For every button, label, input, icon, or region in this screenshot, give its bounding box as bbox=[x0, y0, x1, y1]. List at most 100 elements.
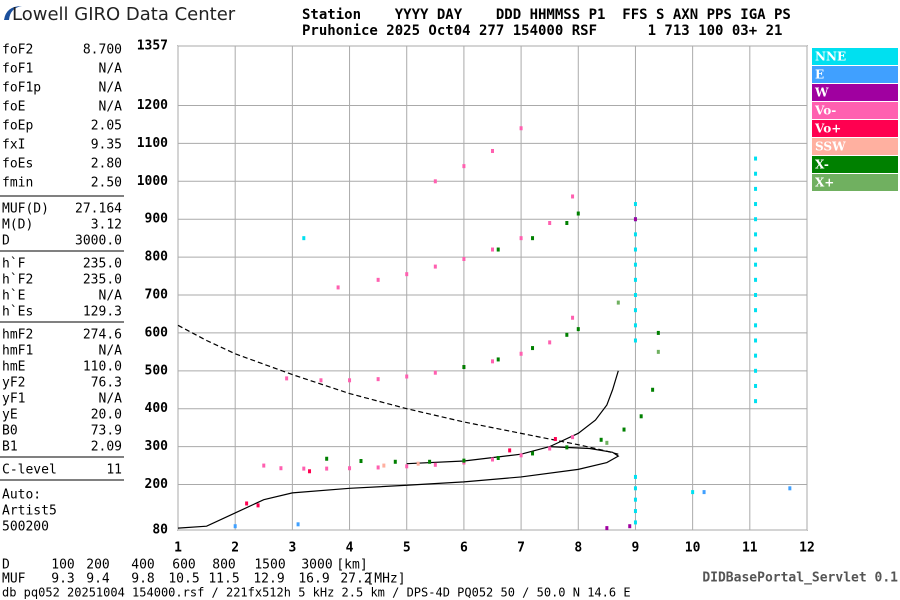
echo-point bbox=[633, 474, 637, 479]
echo-point bbox=[416, 461, 420, 466]
distance-value: 600 bbox=[172, 558, 195, 573]
echo-point bbox=[633, 217, 637, 222]
y-tick-label: 500 bbox=[145, 363, 169, 378]
y-tick-label: 80 bbox=[152, 523, 168, 538]
echo-point bbox=[754, 353, 758, 358]
echo-point bbox=[405, 464, 409, 469]
autoscaling-text: Artist5 bbox=[2, 504, 57, 519]
legend-swatch bbox=[812, 84, 898, 101]
param-name: B1 bbox=[2, 440, 18, 455]
echo-point bbox=[433, 370, 437, 375]
echo-point bbox=[702, 490, 706, 495]
echo-point bbox=[348, 466, 352, 471]
echo-point bbox=[565, 220, 569, 225]
echo-point bbox=[639, 414, 643, 419]
echo-point bbox=[576, 327, 580, 332]
legend-label: Vo- bbox=[814, 104, 836, 118]
echo-point bbox=[754, 323, 758, 328]
param-value: 2.80 bbox=[91, 157, 122, 172]
legend-swatch bbox=[812, 156, 898, 173]
echo-point bbox=[496, 247, 500, 252]
param-value: 20.0 bbox=[91, 408, 122, 423]
param-value: 2.50 bbox=[91, 176, 122, 191]
distance-value: 400 bbox=[131, 558, 154, 573]
param-name: foE bbox=[2, 100, 25, 115]
echo-point bbox=[348, 378, 352, 383]
echo-point bbox=[491, 148, 494, 153]
autoscaling-text: Auto: bbox=[2, 488, 41, 503]
echo-point bbox=[279, 466, 283, 471]
y-tick-label: 900 bbox=[145, 212, 169, 227]
param-value: N/A bbox=[99, 81, 123, 96]
param-value: 8.700 bbox=[83, 43, 122, 58]
legend-swatch bbox=[812, 66, 898, 83]
echo-point bbox=[553, 437, 557, 442]
echo-point bbox=[531, 451, 535, 456]
x-tick-label: 11 bbox=[742, 541, 758, 556]
echo-point bbox=[633, 202, 637, 207]
logo-mark bbox=[4, 6, 22, 20]
echo-point bbox=[754, 383, 758, 388]
distance-value: 1500 bbox=[254, 558, 285, 573]
param-value: 27.164 bbox=[75, 202, 122, 217]
echo-point bbox=[754, 186, 758, 191]
echo-point bbox=[433, 264, 437, 269]
echo-point bbox=[754, 399, 758, 404]
param-name: yF2 bbox=[2, 376, 25, 391]
muf-value: 12.9 bbox=[253, 572, 284, 587]
param-name: hmE bbox=[2, 360, 25, 375]
echo-point bbox=[633, 232, 637, 237]
echo-point bbox=[754, 217, 758, 222]
echo-point bbox=[633, 497, 637, 502]
param-value: 110.0 bbox=[83, 360, 122, 375]
echo-point bbox=[754, 308, 758, 313]
param-name: D bbox=[2, 234, 10, 249]
echo-point bbox=[405, 272, 409, 277]
echo-point bbox=[633, 509, 637, 514]
echo-point bbox=[245, 501, 249, 506]
echo-point bbox=[433, 179, 437, 184]
x-tick-label: 1 bbox=[174, 541, 182, 556]
legend-label: Vo+ bbox=[814, 122, 841, 136]
muf-value: 9.3 bbox=[51, 572, 74, 587]
x-tick-label: 7 bbox=[517, 541, 525, 556]
echo-point bbox=[599, 437, 603, 442]
distance-value: 800 bbox=[212, 558, 235, 573]
param-value: 3.12 bbox=[91, 218, 122, 233]
echo-point bbox=[633, 323, 637, 328]
muf-value: 10.5 bbox=[168, 572, 199, 587]
echo-point bbox=[319, 378, 323, 383]
x-tick-label: 8 bbox=[574, 541, 582, 556]
echo-point bbox=[296, 522, 300, 527]
param-name: B0 bbox=[2, 424, 18, 439]
echo-point bbox=[376, 377, 380, 382]
y-tick-label: 300 bbox=[145, 439, 169, 454]
y-tick-label: 700 bbox=[145, 288, 169, 303]
x-tick-label: 12 bbox=[799, 541, 815, 556]
echo-point bbox=[754, 262, 758, 267]
param-name: foEs bbox=[2, 157, 33, 172]
param-name: fmin bbox=[2, 176, 33, 191]
param-value: 274.6 bbox=[83, 328, 122, 343]
distance-value: 100 bbox=[51, 558, 74, 573]
echo-point bbox=[262, 463, 266, 468]
param-name: hmF2 bbox=[2, 328, 33, 343]
muf-value: 9.8 bbox=[131, 572, 154, 587]
muf-value: 9.4 bbox=[86, 572, 110, 587]
echo-point bbox=[462, 164, 466, 169]
echo-point bbox=[754, 156, 758, 161]
echo-point bbox=[565, 445, 569, 450]
echo-point bbox=[519, 126, 523, 131]
param-name: yE bbox=[2, 408, 18, 423]
echo-point bbox=[233, 524, 237, 529]
param-name: hmF1 bbox=[2, 344, 33, 359]
logo-text: Lowell GIRO Data Center bbox=[12, 4, 236, 25]
echo-point bbox=[491, 457, 494, 462]
param-name: M(D) bbox=[2, 218, 33, 233]
echo-point bbox=[628, 524, 632, 529]
echo-point bbox=[605, 440, 609, 445]
echo-point bbox=[376, 277, 380, 282]
echo-point bbox=[633, 520, 637, 525]
param-value: 235.0 bbox=[83, 257, 122, 272]
